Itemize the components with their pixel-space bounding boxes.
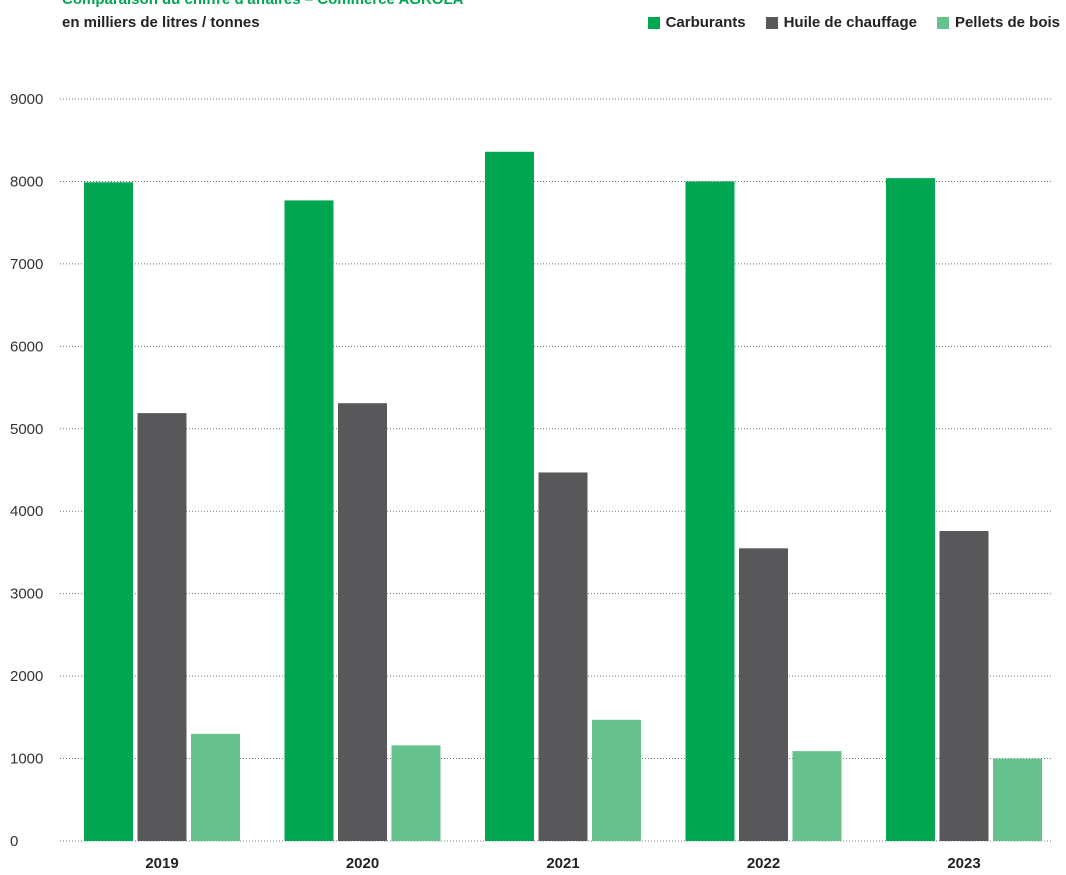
bar-carburants-2022 — [685, 181, 735, 841]
x-tick-label-2021: 2021 — [546, 855, 579, 872]
chart-subtitle: en milliers de litres / tonnes — [62, 14, 260, 31]
legend-swatch-carburants — [647, 16, 660, 29]
y-tick-label-4000: 4000 — [10, 503, 43, 520]
y-tick-label-9000: 9000 — [10, 91, 43, 108]
bar-pellets-de-bois-2020 — [391, 745, 441, 841]
y-tick-label-8000: 8000 — [10, 173, 43, 190]
bar-carburants-2023 — [886, 178, 935, 841]
legend-item-huile: Huile de chauffage — [765, 14, 917, 31]
legend-label-huile: Huile de chauffage — [783, 14, 917, 31]
bar-pellets-de-bois-2022 — [792, 751, 842, 841]
bar-huile-de-chauffage-2019 — [137, 413, 187, 841]
x-tick-label-2020: 2020 — [346, 855, 379, 872]
bar-carburants-2019 — [84, 182, 133, 841]
legend: Carburants Huile de chauffage Pellets de… — [647, 14, 1060, 31]
legend-swatch-huile — [765, 16, 778, 29]
legend-item-pellets: Pellets de bois — [936, 14, 1060, 31]
chart-title: Comparaison du chiffre d'affaires – Comm… — [62, 0, 463, 8]
y-tick-label-3000: 3000 — [10, 586, 43, 603]
bar-huile-de-chauffage-2020 — [338, 403, 387, 841]
x-tick-label-2022: 2022 — [747, 855, 780, 872]
bar-pellets-de-bois-2023 — [993, 758, 1042, 841]
y-tick-label-2000: 2000 — [10, 668, 43, 685]
y-tick-label-7000: 7000 — [10, 256, 43, 273]
x-tick-label-2019: 2019 — [145, 855, 178, 872]
bar-carburants-2020 — [284, 200, 334, 841]
bar-pellets-de-bois-2021 — [592, 719, 641, 841]
x-tick-label-2023: 2023 — [947, 855, 980, 872]
bar-carburants-2021 — [485, 151, 534, 841]
y-tick-label-5000: 5000 — [10, 421, 43, 438]
y-tick-label-0: 0 — [10, 833, 18, 850]
legend-swatch-pellets — [936, 16, 949, 29]
y-tick-label-1000: 1000 — [10, 751, 43, 768]
legend-label-carburants: Carburants — [665, 14, 746, 31]
legend-item-carburants: Carburants — [647, 14, 746, 31]
bar-huile-de-chauffage-2022 — [739, 548, 788, 841]
bar-huile-de-chauffage-2021 — [538, 472, 588, 841]
legend-label-pellets: Pellets de bois — [954, 14, 1060, 31]
y-tick-label-6000: 6000 — [10, 338, 43, 355]
bar-huile-de-chauffage-2023 — [939, 531, 989, 841]
bar-pellets-de-bois-2019 — [191, 733, 240, 841]
